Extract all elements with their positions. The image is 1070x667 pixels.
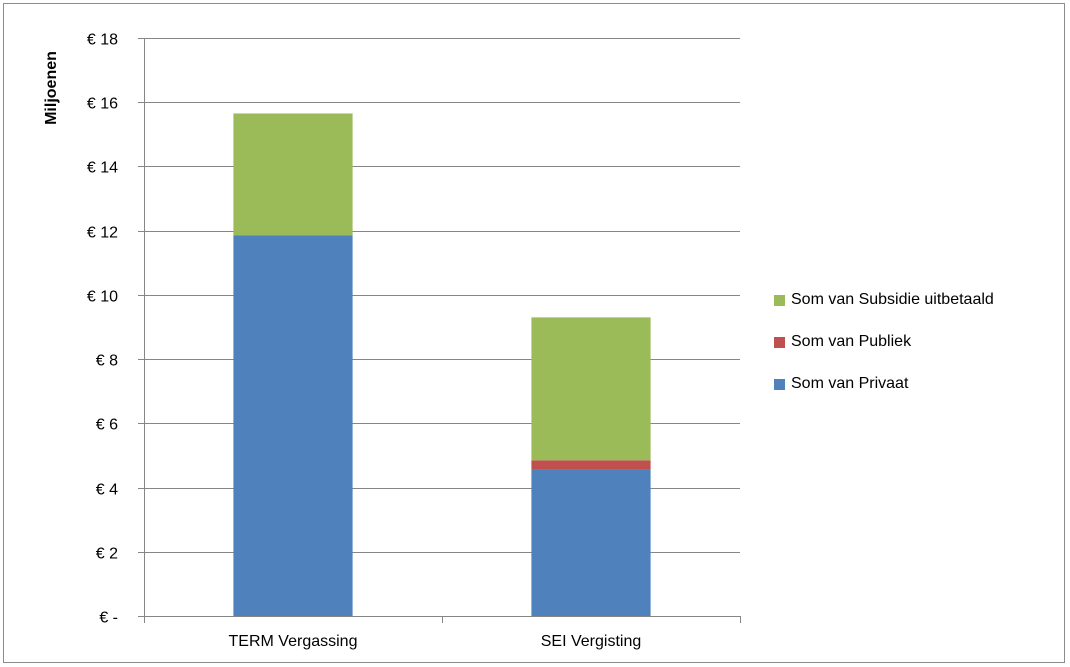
legend-swatch — [774, 336, 785, 348]
legend: Som van Subsidie uitbetaald Som van Publi… — [774, 289, 994, 415]
x-axis: TERM Vergassing SEI Vergisting — [144, 616, 741, 650]
x-category-label: TERM Vergassing — [229, 633, 358, 650]
y-tick-label: € 12 — [87, 225, 118, 242]
y-axis-ticks: € - € 2 € 4 € 6 € 8 € 10 € 12 € 14 € 16 € 18 — [87, 32, 145, 627]
legend-label: Som van Subsidie uitbetaald — [791, 291, 994, 308]
legend-item: Som van Subsidie uitbetaald — [774, 289, 994, 311]
legend-label: Som van Publiek — [791, 333, 912, 350]
legend-item: Som van Publiek — [774, 331, 994, 353]
bar-som-van-subsidie-uitbetaald-1 — [531, 317, 651, 461]
bars — [233, 113, 651, 616]
bar-som-van-publiek-1 — [531, 460, 651, 470]
bar-som-van-privaat-1 — [531, 469, 651, 616]
legend-item: Som van Privaat — [774, 373, 994, 395]
y-tick-label: € - — [99, 610, 118, 627]
y-tick-label: € 18 — [87, 32, 118, 49]
bar-som-van-subsidie-uitbetaald-0 — [233, 113, 353, 236]
y-tick-label: € 8 — [96, 353, 118, 370]
y-tick-label: € 14 — [87, 160, 118, 177]
legend-swatch — [774, 378, 785, 390]
y-axis-title: Miljoenen — [43, 51, 60, 125]
y-tick-label: € 16 — [87, 96, 118, 113]
y-tick-label: € 2 — [96, 546, 118, 563]
bar-som-van-privaat-0 — [233, 235, 353, 616]
y-tick-label: € 4 — [96, 482, 118, 499]
legend-label: Som van Privaat — [791, 375, 909, 392]
y-tick-label: € 10 — [87, 289, 118, 306]
y-tick-label: € 6 — [96, 417, 118, 434]
legend-swatch — [774, 294, 785, 306]
x-category-label: SEI Vergisting — [541, 633, 642, 650]
